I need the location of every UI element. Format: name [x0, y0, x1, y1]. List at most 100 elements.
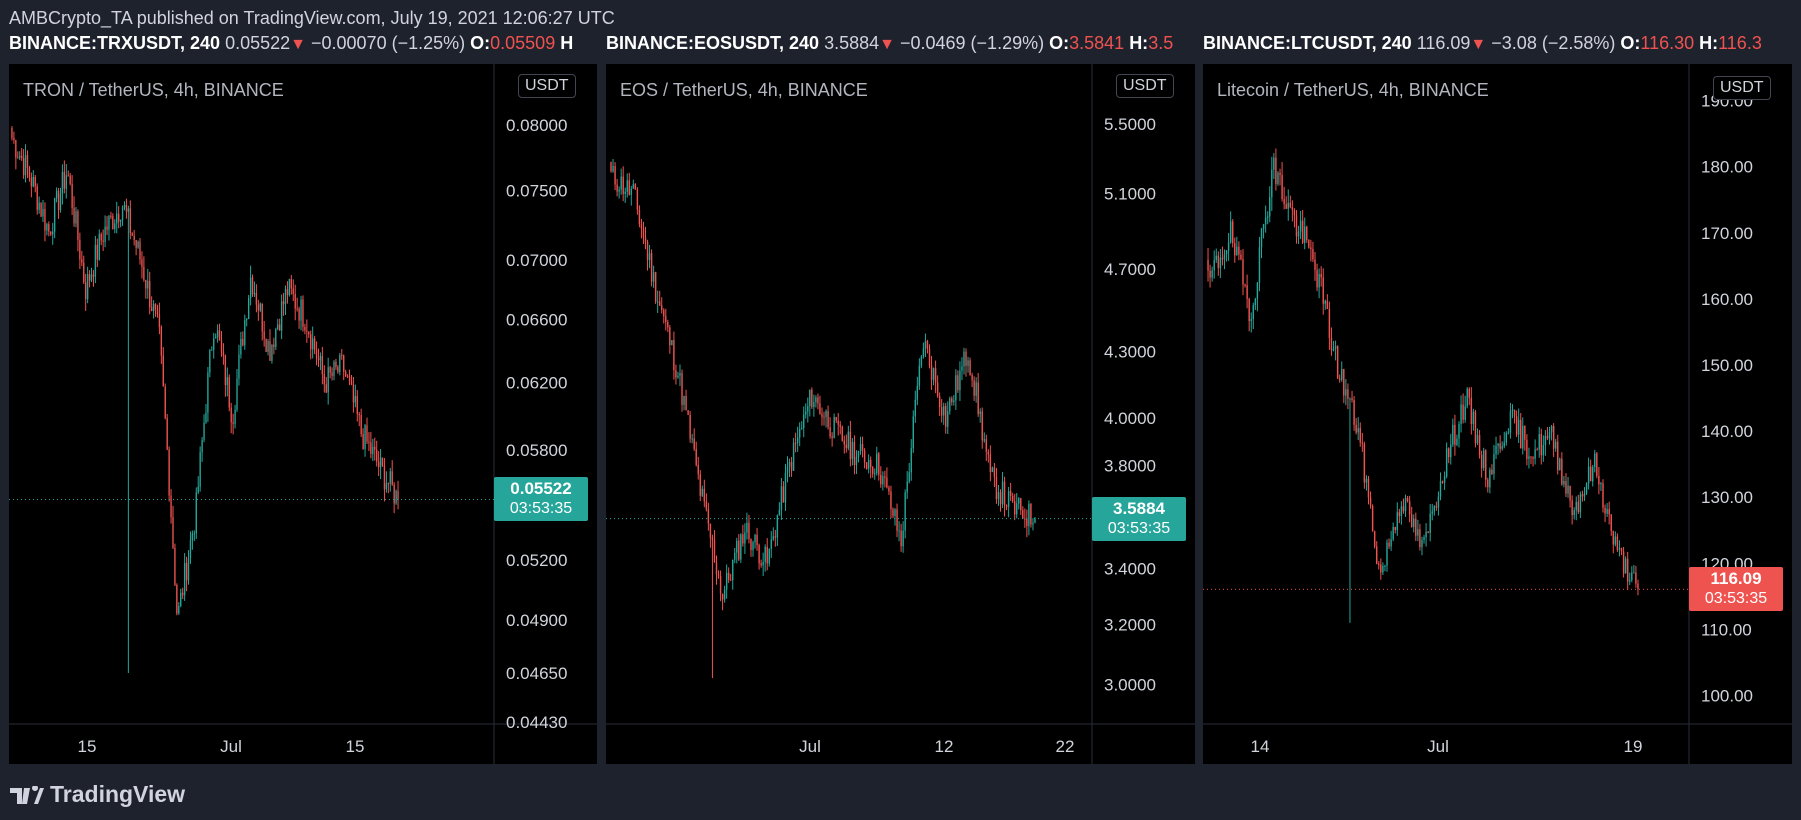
- candle-body: [59, 193, 62, 210]
- candle-body: [906, 481, 908, 493]
- ticker-open-label: O:: [1620, 33, 1641, 53]
- tron-chart-svg[interactable]: 0.08000 0.07500 0.07000 0.06600 0.06200 0.058…: [9, 64, 597, 764]
- last-price-value: 116.09: [1710, 569, 1762, 589]
- candle-body: [1271, 169, 1273, 198]
- candle-body: [729, 579, 732, 581]
- candle-body: [661, 305, 663, 311]
- candle-body: [79, 240, 81, 260]
- candle-body: [1503, 442, 1505, 447]
- ticker-open: 116.30: [1640, 33, 1695, 53]
- author-name[interactable]: AMBCrypto_TA: [9, 8, 132, 28]
- candle-body: [632, 184, 635, 189]
- candle-body: [1480, 454, 1483, 469]
- tradingview-logo-icon: [10, 785, 44, 804]
- candle-body: [963, 351, 965, 367]
- candle-body: [695, 448, 697, 466]
- candle-body: [1620, 548, 1623, 552]
- down-arrow-icon: ▼: [879, 36, 895, 53]
- candle-body: [900, 530, 902, 547]
- candle-body: [938, 396, 941, 408]
- ticker-eos: BINANCE:EOSUSDT, 240 3.5884▼ −0.0469 (−1…: [606, 33, 1198, 57]
- candle-body: [137, 241, 139, 248]
- candle-body: [916, 385, 919, 400]
- candle-body: [756, 534, 758, 546]
- candle-body: [1452, 424, 1454, 445]
- candle-body: [983, 439, 985, 441]
- candle-body: [1505, 432, 1508, 443]
- candle-body: [890, 491, 892, 510]
- candle-body: [1229, 221, 1232, 243]
- candle-body: [920, 356, 923, 366]
- candle-body: [981, 411, 983, 441]
- candle-body: [1456, 438, 1458, 445]
- candle-body: [46, 224, 48, 231]
- y-tick-label: 0.04650: [506, 664, 567, 683]
- candle-body: [1546, 436, 1549, 439]
- bar-countdown: 03:53:35: [1107, 519, 1171, 537]
- candle-body: [42, 208, 44, 217]
- candle-body: [1221, 257, 1224, 260]
- candle-body: [1559, 458, 1561, 471]
- candle-body: [1260, 228, 1263, 248]
- candle-body: [358, 413, 360, 416]
- candle-body: [267, 341, 269, 352]
- candle-body: [1563, 481, 1565, 485]
- candle-body: [1338, 378, 1341, 380]
- candle-body: [628, 180, 630, 195]
- candle-body: [121, 207, 124, 221]
- candle-body: [180, 592, 182, 607]
- candle-body: [995, 476, 998, 500]
- candle-body: [1369, 497, 1372, 506]
- candle-body: [13, 138, 15, 140]
- candle-body: [218, 330, 221, 341]
- candle-body: [1334, 346, 1337, 349]
- candle-body: [1460, 404, 1462, 424]
- ticker-trx: BINANCE:TRXUSDT, 240 0.05522▼ −0.00070 (…: [9, 33, 599, 57]
- chart-panel-ltc[interactable]: 190.00 180.00 170.00 160.00 150.00 140.00 130.…: [1203, 64, 1792, 764]
- tradingview-logo[interactable]: TradingView: [10, 781, 185, 808]
- candle-body: [319, 355, 322, 361]
- candle-body: [1034, 518, 1036, 523]
- candle-body: [1534, 449, 1536, 459]
- candle-body: [652, 272, 655, 282]
- chart-panel-tron[interactable]: 0.08000 0.07500 0.07000 0.06600 0.06200 0.058…: [9, 64, 597, 764]
- eos-chart-svg[interactable]: 5.5000 5.1000 4.7000 4.3000 4.0000 3.8000 3.40…: [606, 64, 1195, 764]
- candle-body: [193, 533, 196, 535]
- x-tick-label: 19: [1624, 737, 1643, 756]
- candle-body: [784, 472, 787, 503]
- candle-body: [833, 416, 835, 438]
- candle-body: [53, 198, 56, 232]
- candle-body: [1540, 434, 1543, 456]
- currency-unit-button[interactable]: USDT: [518, 74, 576, 98]
- currency-unit-button[interactable]: USDT: [1116, 74, 1174, 98]
- candle-body: [152, 303, 155, 312]
- candle-body: [679, 373, 681, 376]
- candle-body: [1517, 419, 1520, 435]
- candle-body: [57, 190, 60, 210]
- candle-body: [673, 340, 675, 371]
- candle-body: [1248, 298, 1250, 322]
- currency-unit-button[interactable]: USDT: [1713, 76, 1771, 100]
- ltc-chart-svg[interactable]: 190.00180.00170.00160.00150.00140.00130.…: [1203, 64, 1792, 764]
- candle-body: [300, 299, 302, 321]
- candle-body: [930, 365, 933, 380]
- candle-body: [1402, 506, 1405, 512]
- chart-panel-eos[interactable]: 5.5000 5.1000 4.7000 4.3000 4.0000 3.8000 3.40…: [606, 64, 1195, 764]
- candle-body: [1016, 503, 1018, 515]
- ticker-symbol: BINANCE:LTCUSDT, 240: [1203, 33, 1412, 53]
- candle-body: [1365, 478, 1368, 483]
- candle-body: [827, 411, 829, 428]
- candle-body: [1565, 481, 1567, 494]
- candle-body: [1513, 409, 1516, 417]
- candle-body: [1254, 298, 1257, 306]
- candle-body: [1256, 282, 1259, 299]
- candle-body: [624, 191, 626, 194]
- candle-body: [90, 274, 93, 281]
- last-price-label: 0.05522 03:53:35: [494, 477, 588, 522]
- candle-body: [1227, 242, 1230, 251]
- candle-body: [108, 215, 110, 230]
- candle-body: [1583, 493, 1586, 497]
- candle-body: [304, 326, 306, 331]
- candle-body: [1501, 446, 1503, 449]
- candle-body: [67, 175, 69, 177]
